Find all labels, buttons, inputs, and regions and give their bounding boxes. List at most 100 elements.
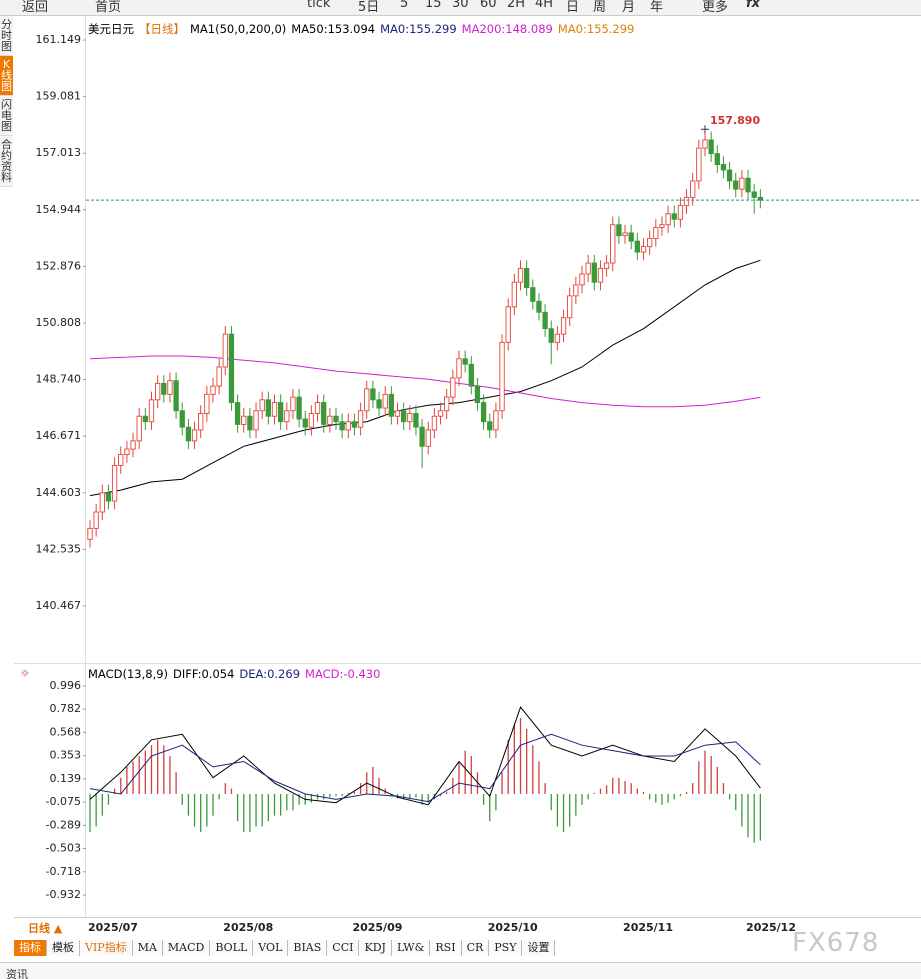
candle-body <box>437 410 444 417</box>
candle-body <box>610 224 616 264</box>
indicator-tab[interactable]: PSY <box>489 940 523 956</box>
toolbar-button[interactable]: 5日 <box>358 0 380 15</box>
sidebar: 分时图 K线图 闪电图 合约资料 <box>0 16 13 616</box>
candle-body <box>99 492 105 513</box>
candle-body <box>327 415 333 425</box>
candle-body <box>622 232 628 237</box>
indicator-tab[interactable]: 设置 <box>522 940 556 956</box>
sidebar-tab[interactable]: 闪电图 <box>0 96 13 136</box>
toolbar-button[interactable]: 月 <box>622 0 636 15</box>
toolbar-button[interactable]: 年 <box>650 0 664 15</box>
y-tick-label: -0.503 <box>46 842 81 855</box>
candle-body <box>444 396 450 412</box>
indicator-tab[interactable]: MA <box>132 940 163 956</box>
candle-body <box>653 227 659 239</box>
candle-body <box>370 388 376 401</box>
candle-body <box>720 164 727 171</box>
toolbar-button[interactable]: 首页 <box>95 0 122 15</box>
toolbar-button[interactable]: tick <box>307 0 331 11</box>
candle-body <box>93 511 99 529</box>
candle-body <box>690 180 696 198</box>
toolbar: 返回 首页 tick 5日 5 15 30 60 2H 4H 日周月年 更多 fx <box>0 0 921 16</box>
candle-body <box>616 224 622 237</box>
candle-body <box>542 311 548 330</box>
settings-icon[interactable]: ☼ <box>20 667 30 680</box>
candle-body <box>345 421 351 431</box>
candle-body <box>567 295 573 319</box>
indicator-tab[interactable]: VOL <box>253 940 289 956</box>
toolbar-button[interactable]: 返回 <box>22 0 49 15</box>
toolbar-button[interactable]: 更多 <box>702 0 729 15</box>
indicator-line <box>89 733 761 803</box>
footer-tab[interactable]: 资讯 <box>6 968 28 979</box>
sidebar-tab[interactable]: 分时图 <box>0 16 13 56</box>
candle-body <box>419 426 425 447</box>
candle-body <box>745 177 751 193</box>
candle-body <box>314 402 321 414</box>
candle-body <box>339 421 345 431</box>
legend-entry: MA0:155.299 <box>557 22 635 36</box>
x-tick-label: 2025/12 <box>746 921 796 934</box>
candle-body <box>401 410 407 423</box>
toolbar-button[interactable]: 周 <box>593 0 607 15</box>
candle-body <box>726 169 733 182</box>
toolbar-button[interactable]: 5 <box>400 0 409 11</box>
indicator-tab[interactable]: KDJ <box>359 940 392 956</box>
y-tick-label: 140.467 <box>36 599 82 612</box>
toolbar-button[interactable]: 30 <box>452 0 469 11</box>
candle-body <box>517 268 524 283</box>
toolbar-button[interactable]: fx <box>746 0 761 11</box>
candle-body <box>462 358 468 365</box>
y-tick-label: 0.353 <box>50 749 82 762</box>
candle-body <box>647 237 653 248</box>
indicator-tab[interactable]: BOLL <box>210 940 254 956</box>
toolbar-button[interactable]: 2H <box>507 0 526 11</box>
indicator-tab[interactable]: 指标 <box>14 940 47 956</box>
candle-body <box>333 415 339 423</box>
legend-entry: MA0:155.299 <box>380 22 457 36</box>
candle-body <box>536 300 542 313</box>
y-tick-label: 157.013 <box>36 146 82 159</box>
y-tick-label: -0.932 <box>46 888 81 901</box>
candle-body <box>259 399 265 412</box>
candle-body <box>573 284 579 297</box>
indicator-tab[interactable]: VIP指标 <box>80 940 133 956</box>
candle-body <box>118 454 124 466</box>
toolbar-button[interactable]: 60 <box>480 0 497 11</box>
toolbar-button[interactable]: 15 <box>425 0 442 11</box>
candle-body <box>683 196 690 207</box>
candle-body <box>364 388 370 412</box>
candle-body <box>757 196 764 201</box>
chart-bg <box>14 16 921 920</box>
period-label[interactable]: 日线 ▲ <box>28 921 63 935</box>
indicator-tab[interactable]: LW& <box>391 940 431 956</box>
sidebar-tab[interactable]: 合约资料 <box>0 136 13 187</box>
x-tick-label: 2025/11 <box>623 921 673 934</box>
chart-title: MACD(13,8,9) <box>88 667 169 681</box>
candle-body <box>431 415 438 431</box>
candle-body <box>302 418 308 428</box>
toolbar-button[interactable]: 日 <box>566 0 580 15</box>
candle-body <box>603 262 610 269</box>
indicator-tab[interactable]: MACD <box>162 940 211 956</box>
indicator-tab[interactable]: CCI <box>327 940 360 956</box>
candle-body <box>499 341 505 412</box>
indicator-tab[interactable]: 模板 <box>47 940 80 956</box>
candle-body <box>511 281 518 308</box>
indicator-tab[interactable]: BIAS <box>288 940 328 956</box>
legend-entry: MA200:148.089 <box>461 22 553 36</box>
toolbar-button[interactable]: 4H <box>535 0 554 11</box>
indicator-tab[interactable]: RSI <box>430 940 462 956</box>
period: 【日线】 <box>139 22 185 36</box>
candle-body <box>173 380 179 412</box>
candle-body <box>87 527 93 540</box>
indicator-tabs: 指标 模板 VIP指标 MA MACD BOLL VOL BIAS CCI KDJ LW& RSI CR… <box>14 940 556 956</box>
candle-body <box>124 448 130 455</box>
candle-body <box>247 415 253 431</box>
candle-body <box>185 426 192 442</box>
y-tick-label: 148.740 <box>36 373 82 386</box>
indicator-tab[interactable]: CR <box>461 940 490 956</box>
y-tick-label: 150.808 <box>36 316 82 329</box>
sidebar-tab[interactable]: K线图 <box>0 56 13 96</box>
